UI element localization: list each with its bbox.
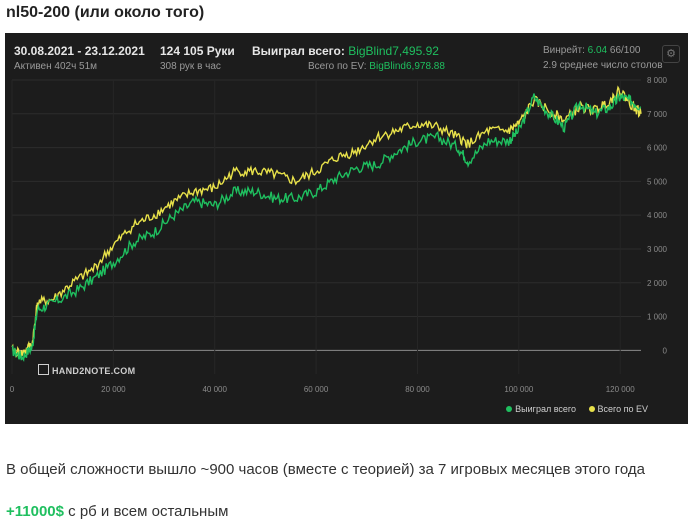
x-tick-label: 40 000	[202, 385, 227, 394]
x-tick-label: 20 000	[101, 385, 126, 394]
ev-total: Всего по EV: BigBlind6,978.88	[308, 61, 445, 72]
y-tick-label: 4 000	[647, 211, 668, 220]
ev-value: BigBlind6,978.88	[369, 61, 445, 72]
chart-legend: Выиграл всего Всего по EV	[496, 404, 648, 414]
legend-won-label: Выиграл всего	[515, 404, 576, 414]
winrate-value: 6.04	[587, 45, 608, 56]
y-tick-label: 7 000	[647, 110, 668, 119]
x-tick-label: 0	[10, 385, 15, 394]
legend-won-marker	[506, 406, 513, 412]
y-tick-label: 0	[663, 346, 668, 355]
legend-ev-label: Всего по EV	[597, 404, 648, 414]
active-time: Активен 402ч 51м	[14, 61, 98, 72]
series-line-ev	[11, 85, 642, 360]
y-axis: 0 1 000 2 000 3 000 4 000 5 000 6 000 7 000 8 00…	[647, 76, 668, 355]
gear-icon[interactable]: ⚙	[662, 45, 680, 63]
won-value: BigBlind7,495.92	[348, 44, 439, 58]
summary-text: В общей сложности вышло ~900 часов (вмес…	[6, 461, 645, 478]
winnings-chart: 0 20 000 40 000 60 000 80 000 100 000 120 000 …	[10, 76, 668, 394]
post-heading: nl50-200 (или около того)	[6, 4, 205, 21]
winrate: Винрейт: 6.04 66/100	[543, 45, 641, 56]
series-line-won	[11, 92, 642, 362]
x-axis: 0 20 000 40 000 60 000 80 000 100 000 120 000	[10, 385, 635, 394]
y-tick-label: 6 000	[647, 144, 668, 153]
hands-count: 124 105 Руки	[160, 44, 235, 58]
won-total: Выиграл всего: BigBlind7,495.92	[252, 44, 439, 58]
x-tick-label: 80 000	[405, 385, 430, 394]
x-tick-label: 120 000	[606, 385, 635, 394]
profit-line: +11000$ с рб и всем остальным	[6, 503, 229, 520]
x-tick-label: 100 000	[504, 385, 533, 394]
y-tick-label: 5 000	[647, 177, 668, 186]
tables-avg: 2.9 среднее число столов	[543, 60, 663, 71]
graph-panel: 30.08.2021 - 23.12.2021 Активен 402ч 51м…	[5, 33, 688, 424]
legend-ev-marker	[588, 406, 595, 412]
y-tick-label: 2 000	[647, 279, 668, 288]
profit-value: +11000$	[6, 503, 64, 520]
date-range: 30.08.2021 - 23.12.2021	[14, 44, 145, 58]
x-tick-label: 60 000	[304, 385, 329, 394]
hands-per-hour: 308 рук в час	[160, 61, 221, 72]
y-tick-label: 1 000	[647, 313, 668, 322]
grid	[11, 79, 641, 374]
hand2note-logo: HAND2NOTE.COM	[38, 364, 135, 376]
y-tick-label: 3 000	[647, 245, 668, 254]
y-tick-label: 8 000	[647, 76, 668, 85]
